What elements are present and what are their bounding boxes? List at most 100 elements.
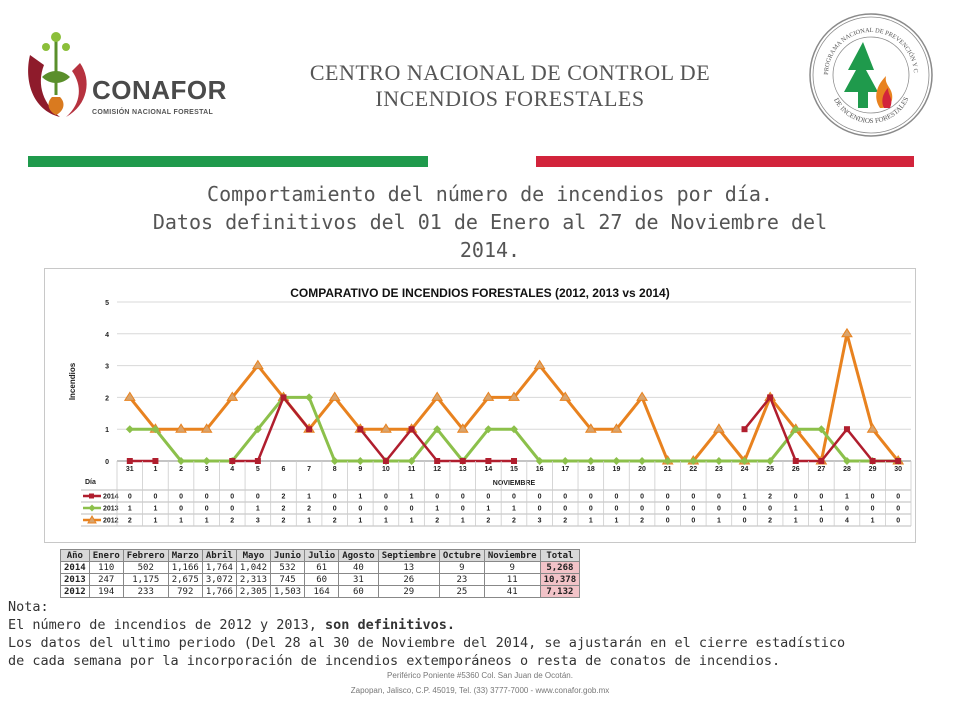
data-point-2013 — [433, 425, 442, 434]
legend-marker-2013 — [88, 504, 96, 512]
x-tick-label: 10 — [382, 466, 390, 473]
table-cell: 792 — [167, 585, 203, 598]
data-label: 0 — [230, 506, 234, 513]
table-cell: 23 — [438, 573, 485, 586]
data-label: 1 — [819, 506, 823, 513]
data-point-2013 — [407, 457, 416, 465]
data-label: 0 — [666, 506, 670, 513]
page-title: CENTRO NACIONAL DE CONTROL DE INCENDIOS … — [240, 60, 780, 112]
subtitle-line-3: 2014. — [459, 238, 521, 262]
data-point-2013 — [535, 457, 544, 465]
data-label: 0 — [819, 494, 823, 501]
data-point-2014 — [408, 426, 415, 433]
data-label: 1 — [410, 518, 414, 525]
table-cell: 31 — [338, 573, 379, 586]
data-label: 2 — [563, 518, 567, 525]
table-cell: 2,675 — [167, 573, 203, 586]
data-label: 1 — [128, 506, 132, 513]
table-cell: 1,766 — [201, 585, 237, 598]
data-label: 2 — [282, 506, 286, 513]
table-cell: 61 — [304, 561, 340, 574]
data-label: 0 — [179, 506, 183, 513]
data-label: 0 — [538, 494, 542, 501]
data-point-2014 — [818, 458, 825, 464]
x-tick-label: 28 — [843, 466, 851, 473]
data-point-2014 — [306, 426, 313, 433]
legend-label-2013: 2013 — [103, 506, 119, 513]
x-tick-label: 2 — [179, 466, 183, 473]
x-tick-label: 23 — [715, 466, 723, 473]
data-label: 0 — [666, 494, 670, 501]
table-cell: 3,072 — [201, 573, 237, 586]
data-label: 1 — [743, 494, 747, 501]
notes-line-1-text: El número de incendios de 2012 y 2013, — [8, 617, 325, 633]
data-label: 0 — [461, 506, 465, 513]
notes: Nota: El número de incendios de 2012 y 2… — [8, 598, 958, 670]
table-cell: 247 — [88, 573, 124, 586]
data-label: 1 — [205, 518, 209, 525]
data-point-2013 — [253, 425, 262, 434]
notes-title: Nota: — [8, 599, 49, 615]
data-point-2014 — [485, 458, 492, 464]
x-tick-label: 30 — [894, 466, 902, 473]
x-tick-label: 27 — [817, 466, 825, 473]
org-name: CONAFOR — [92, 75, 227, 105]
data-label: 0 — [768, 506, 772, 513]
y-tick-label: 5 — [105, 300, 109, 307]
data-label: 0 — [205, 494, 209, 501]
data-label: 1 — [589, 518, 593, 525]
data-label: 1 — [384, 518, 388, 525]
data-label: 1 — [358, 494, 362, 501]
data-point-2013 — [612, 457, 621, 465]
legend-marker-2012 — [87, 514, 97, 524]
data-label: 0 — [461, 494, 465, 501]
data-label: 0 — [743, 506, 747, 513]
data-point-2012 — [482, 391, 495, 401]
data-label: 0 — [384, 506, 388, 513]
table-cell: 110 — [88, 561, 124, 574]
notes-line-1: El número de incendios de 2012 y 2013, s… — [8, 616, 958, 634]
data-point-2013 — [510, 425, 518, 434]
data-point-2013 — [586, 457, 595, 465]
x-tick-label: 20 — [638, 466, 646, 473]
data-point-2012 — [713, 423, 725, 433]
data-point-2013 — [740, 457, 749, 465]
data-point-2012 — [508, 391, 520, 401]
data-point-2013 — [842, 457, 851, 465]
data-point-2012 — [380, 423, 392, 433]
data-point-2014 — [254, 458, 261, 464]
data-point-2014 — [843, 426, 850, 433]
x-tick-label: 16 — [536, 466, 544, 473]
data-point-2014 — [895, 458, 902, 464]
data-point-2013 — [638, 457, 647, 465]
table-cell: 233 — [122, 585, 169, 598]
data-label: 0 — [896, 506, 900, 513]
data-label: 1 — [435, 506, 439, 513]
data-label: 1 — [845, 494, 849, 501]
y-tick-label: 4 — [105, 332, 109, 339]
table-header-cell: Enero — [88, 549, 124, 562]
x-tick-label: 3 — [205, 466, 209, 473]
data-label: 1 — [358, 518, 362, 525]
page-title-line-1: CENTRO NACIONAL DE CONTROL DE — [309, 60, 711, 85]
data-label: 0 — [563, 494, 567, 501]
table-cell: 164 — [304, 585, 340, 598]
data-label: 0 — [153, 494, 157, 501]
table-cell: 1,175 — [122, 573, 169, 586]
table-header-cell: Total — [539, 549, 581, 562]
x-tick-label: 18 — [587, 466, 595, 473]
table-cell: 11 — [483, 573, 541, 586]
y-axis-label: Incendios — [68, 362, 77, 400]
table-cell: 1,042 — [235, 561, 272, 574]
data-point-2014 — [229, 458, 236, 464]
x-tick-label: 7 — [307, 466, 311, 473]
data-point-2014 — [741, 426, 748, 433]
data-label: 0 — [230, 494, 234, 501]
data-label: 0 — [666, 518, 670, 525]
data-label: 1 — [794, 506, 798, 513]
x-tick-label: 13 — [459, 466, 467, 473]
legend-marker-2014 — [89, 493, 94, 499]
data-point-2013 — [663, 457, 672, 465]
data-point-2014 — [152, 458, 159, 464]
data-point-2012 — [123, 391, 136, 401]
